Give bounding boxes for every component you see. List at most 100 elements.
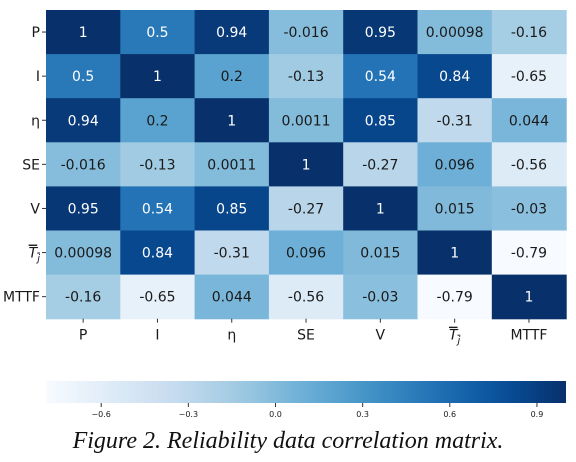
- heatmap-cell: [194, 142, 270, 187]
- heatmap-cell: [343, 54, 419, 99]
- cell-value-label: 0.096: [286, 246, 326, 262]
- heatmap-cell: [268, 54, 344, 99]
- y-tick-label: η: [31, 113, 40, 129]
- cell-value-label: 0.2: [221, 69, 243, 85]
- cell-value-label: 0.096: [435, 157, 475, 173]
- figure-caption: Figure 2. Reliability data correlation m…: [72, 428, 504, 454]
- heatmap-cell: [46, 230, 121, 276]
- cell-value-label: 0.95: [365, 25, 396, 41]
- heatmap-cell: [343, 142, 419, 187]
- heatmap-cell: [120, 54, 196, 99]
- heatmap-cell: [120, 186, 196, 232]
- heatmap-cell: [417, 10, 493, 55]
- colorbar-tick-label: −0.3: [179, 410, 198, 419]
- x-tick-label: I: [155, 328, 159, 344]
- heatmap-cell: [120, 230, 196, 276]
- colorbar-tick-label: 0.0: [269, 410, 282, 419]
- heatmap-cell: [120, 98, 196, 143]
- colorbar: [46, 381, 566, 403]
- cell-value-label: 1: [524, 290, 533, 306]
- heatmap-cell: [491, 230, 567, 276]
- cell-value-label: -0.27: [288, 201, 324, 217]
- heatmap-cell: [417, 54, 493, 99]
- x-tick-label: V: [376, 328, 386, 344]
- cell-value-label: -0.27: [362, 157, 398, 173]
- cell-value-label: -0.56: [511, 157, 547, 173]
- cell-value-label: 1: [302, 157, 311, 173]
- heatmap-cell: [268, 10, 344, 55]
- cell-value-label: -0.03: [511, 201, 547, 217]
- heatmap-cell: [268, 142, 344, 187]
- heatmap-cell: [343, 230, 419, 276]
- cell-value-label: 0.0011: [282, 113, 331, 129]
- heatmap-cell: [343, 186, 419, 232]
- cell-value-label: -0.31: [437, 113, 473, 129]
- cell-value-label: -0.16: [511, 25, 547, 41]
- colorbar-tick-label: 0.3: [356, 410, 369, 419]
- heatmap-cell: [46, 54, 121, 99]
- heatmap-cell: [194, 274, 270, 320]
- heatmap-cells: 1 0.5 0.94 -0.016 0.95 0.00098 -0.16 0.5 1 0.2 -0.…: [46, 10, 567, 320]
- colorbar-tick-label: 0.6: [443, 410, 456, 419]
- cell-value-label: -0.16: [65, 290, 101, 306]
- y-tick-label: SE: [22, 157, 40, 173]
- heatmap-cell: [46, 10, 121, 55]
- heatmap-cell: [491, 10, 567, 55]
- x-tick-label: SE: [297, 328, 315, 344]
- x-tick-label: MTTF: [510, 328, 547, 344]
- heatmap-cell: [417, 274, 493, 320]
- cell-value-label: 0.044: [212, 290, 252, 306]
- cell-value-label: 0.84: [439, 69, 470, 85]
- colorbar-ticks: −0.6 −0.3 0.0 0.3 0.6 0.9: [91, 403, 543, 419]
- y-tick-label: P: [32, 25, 40, 41]
- cell-value-label: 0.54: [142, 201, 173, 217]
- cell-value-label: 0.85: [216, 201, 247, 217]
- cell-value-label: 1: [79, 25, 88, 41]
- heatmap-cell: [417, 98, 493, 143]
- heatmap-cell: [491, 98, 567, 143]
- heatmap-cell: [491, 142, 567, 187]
- cell-value-label: 0.044: [509, 113, 549, 129]
- cell-value-label: 1: [450, 246, 459, 262]
- heatmap-cell: [268, 274, 344, 320]
- cell-value-label: -0.016: [283, 25, 328, 41]
- y-axis-labels: P Iη SE V Tj MTTF: [3, 25, 46, 306]
- x-tick-label: η: [227, 328, 236, 344]
- cell-value-label: 0.85: [365, 113, 396, 129]
- colorbar-tick-label: −0.6: [91, 410, 110, 419]
- cell-value-label: 0.00098: [54, 246, 112, 262]
- cell-value-label: 0.5: [72, 69, 94, 85]
- colorbar-tick-label: 0.9: [531, 410, 544, 419]
- cell-value-label: 1: [227, 113, 236, 129]
- heatmap-cell: [194, 10, 270, 55]
- heatmap-cell: [343, 274, 419, 320]
- heatmap-cell: [417, 186, 493, 232]
- cell-value-label: 1: [376, 201, 385, 217]
- cell-value-label: -0.31: [214, 246, 250, 262]
- heatmap-cell: [343, 98, 419, 143]
- cell-value-label: 0.84: [142, 246, 173, 262]
- heatmap-cell: [194, 54, 270, 99]
- heatmap-cell: [491, 274, 567, 320]
- cell-value-label: 0.94: [68, 113, 99, 129]
- heatmap-cell: [46, 186, 121, 232]
- heatmap-cell: [120, 142, 196, 187]
- heatmap-cell: [120, 274, 196, 320]
- heatmap-cell: [120, 10, 196, 55]
- heatmap-cell: [417, 142, 493, 187]
- y-tick-label: V: [30, 201, 40, 217]
- x-tick-label: Tj: [449, 328, 461, 347]
- cell-value-label: -0.79: [437, 290, 473, 306]
- y-tick-label: Tj: [29, 246, 41, 265]
- cell-value-label: 0.94: [216, 25, 247, 41]
- cell-value-label: -0.03: [362, 290, 398, 306]
- cell-value-label: -0.56: [288, 290, 324, 306]
- heatmap-cell: [491, 54, 567, 99]
- cell-value-label: 0.015: [360, 246, 400, 262]
- cell-value-label: 0.0011: [207, 157, 256, 173]
- heatmap-cell: [46, 274, 121, 320]
- cell-value-label: 0.00098: [426, 25, 484, 41]
- cell-value-label: 1: [153, 69, 162, 85]
- heatmap-cell: [343, 10, 419, 55]
